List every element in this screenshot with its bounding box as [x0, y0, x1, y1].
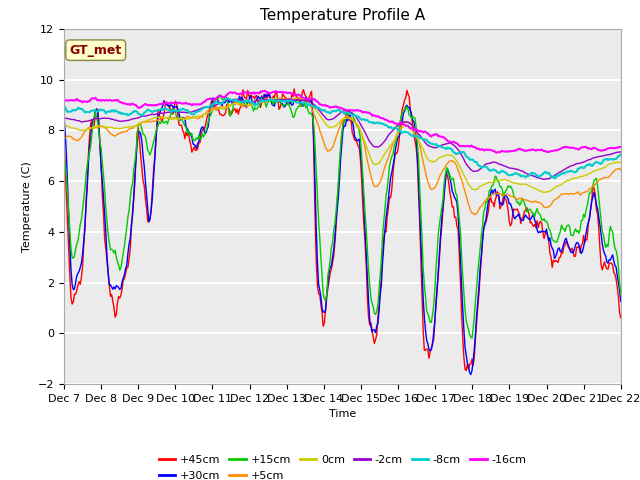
Line: -2cm: -2cm	[64, 99, 621, 179]
Legend: +45cm, +30cm, +15cm, +5cm, 0cm, -2cm, -8cm, -16cm: +45cm, +30cm, +15cm, +5cm, 0cm, -2cm, -8…	[154, 451, 531, 480]
-16cm	[399, 121, 407, 127]
0cm	[60, 122, 68, 128]
0cm	[617, 159, 625, 165]
+45cm	[296, 101, 304, 107]
-8cm	[234, 98, 242, 104]
+30cm	[234, 98, 241, 104]
+45cm	[462, 368, 470, 373]
-16cm	[60, 96, 68, 102]
-8cm	[60, 103, 68, 109]
+5cm	[234, 101, 241, 107]
+45cm	[373, 332, 381, 338]
+15cm	[296, 104, 304, 109]
-8cm	[550, 175, 558, 181]
+15cm	[468, 335, 476, 341]
+45cm	[568, 245, 576, 251]
-2cm	[296, 97, 304, 103]
+45cm	[60, 139, 68, 144]
0cm	[399, 123, 407, 129]
0cm	[234, 100, 241, 106]
+5cm	[617, 167, 625, 173]
0cm	[296, 96, 304, 102]
-8cm	[470, 159, 478, 165]
+15cm	[617, 292, 625, 298]
-16cm	[234, 91, 241, 97]
0cm	[539, 190, 547, 195]
-8cm	[617, 152, 625, 157]
-2cm	[541, 176, 549, 182]
Line: -16cm: -16cm	[64, 91, 621, 153]
+15cm	[60, 153, 68, 159]
-2cm	[617, 149, 625, 155]
-16cm	[617, 144, 625, 150]
-8cm	[399, 129, 407, 135]
+45cm	[617, 315, 625, 321]
-2cm	[285, 96, 292, 102]
-8cm	[568, 168, 576, 174]
+5cm	[296, 96, 304, 101]
+15cm	[373, 308, 381, 314]
-8cm	[296, 100, 304, 106]
Text: GT_met: GT_met	[70, 44, 122, 57]
+5cm	[568, 191, 576, 197]
Line: +5cm: +5cm	[64, 98, 621, 215]
-16cm	[568, 145, 576, 151]
0cm	[373, 161, 381, 167]
+15cm	[399, 109, 407, 115]
-2cm	[373, 144, 381, 150]
-16cm	[470, 144, 478, 150]
Line: 0cm: 0cm	[64, 98, 621, 192]
+5cm	[295, 95, 303, 101]
-16cm	[261, 88, 269, 94]
+5cm	[373, 183, 381, 189]
+30cm	[467, 372, 475, 377]
+30cm	[373, 323, 381, 329]
+15cm	[234, 96, 242, 102]
+30cm	[472, 331, 479, 336]
-2cm	[234, 96, 241, 102]
-2cm	[60, 115, 68, 121]
X-axis label: Time: Time	[329, 409, 356, 419]
+30cm	[264, 91, 271, 97]
-8cm	[373, 120, 381, 126]
0cm	[568, 176, 576, 181]
+45cm	[399, 103, 407, 108]
+45cm	[291, 86, 298, 92]
-8cm	[224, 96, 232, 101]
+45cm	[472, 335, 479, 340]
+30cm	[399, 110, 407, 116]
-16cm	[493, 150, 500, 156]
Y-axis label: Temperature (C): Temperature (C)	[22, 161, 32, 252]
+30cm	[617, 299, 625, 304]
+30cm	[296, 96, 304, 101]
+5cm	[470, 212, 478, 217]
Line: -8cm: -8cm	[64, 98, 621, 178]
-2cm	[399, 119, 407, 125]
+30cm	[568, 249, 576, 255]
+5cm	[60, 135, 68, 141]
+15cm	[472, 298, 479, 303]
0cm	[470, 187, 478, 192]
+15cm	[216, 92, 223, 97]
Title: Temperature Profile A: Temperature Profile A	[260, 9, 425, 24]
-16cm	[296, 93, 304, 98]
-16cm	[373, 114, 381, 120]
+45cm	[234, 107, 241, 112]
Line: +30cm: +30cm	[64, 94, 621, 374]
0cm	[275, 95, 283, 101]
+5cm	[472, 212, 479, 217]
-2cm	[568, 163, 576, 168]
+15cm	[568, 232, 576, 238]
-2cm	[470, 168, 478, 174]
+30cm	[60, 112, 68, 118]
+5cm	[399, 119, 407, 125]
Line: +15cm: +15cm	[64, 95, 621, 338]
Line: +45cm: +45cm	[64, 89, 621, 371]
